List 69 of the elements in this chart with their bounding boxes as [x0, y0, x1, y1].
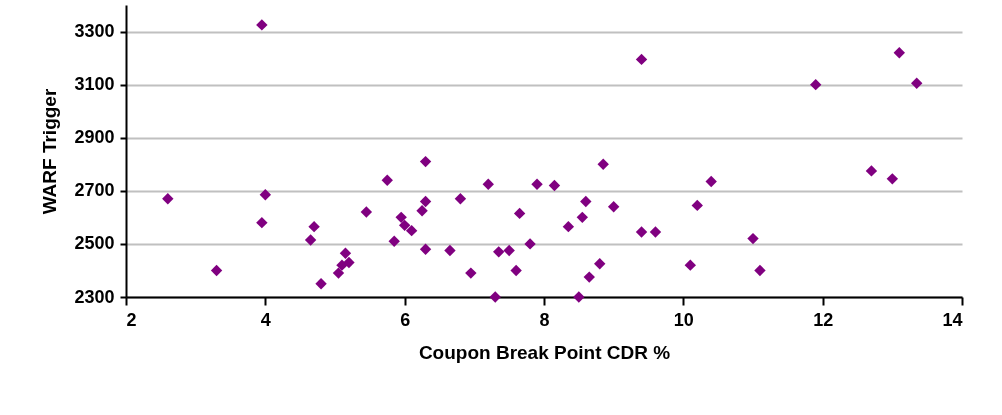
point [398, 219, 411, 232]
point [865, 165, 878, 177]
x-tick-label: 6 [400, 309, 411, 330]
point [524, 238, 536, 250]
point [419, 155, 432, 168]
point [510, 264, 522, 277]
point [482, 178, 494, 190]
y-tick-label: 3300 [74, 21, 115, 42]
point [259, 189, 272, 201]
point [405, 224, 418, 237]
y-tick-label: 2900 [74, 127, 115, 148]
point [444, 244, 456, 257]
point [308, 220, 320, 233]
x-tick-label: 8 [539, 309, 550, 330]
point [747, 232, 759, 245]
point [576, 211, 589, 224]
x-tick-label: 12 [813, 309, 834, 330]
point [503, 244, 515, 257]
point [419, 243, 432, 255]
point [304, 234, 317, 246]
point [649, 226, 662, 238]
point [754, 264, 766, 277]
point [162, 193, 174, 205]
point [315, 278, 327, 290]
point [684, 259, 696, 271]
point [597, 158, 609, 170]
y-tick-label: 2700 [74, 180, 115, 201]
point [635, 226, 648, 238]
x-tick-label: 14 [942, 309, 963, 330]
point [419, 195, 432, 208]
point [489, 291, 501, 303]
point [607, 201, 620, 213]
x-axis-title: Coupon Break Point CDR % [418, 341, 671, 363]
point [548, 179, 561, 192]
point [911, 77, 923, 90]
point [256, 19, 268, 31]
point [705, 175, 717, 188]
point [531, 178, 543, 190]
point [381, 174, 393, 186]
y-tick-label: 3100 [74, 74, 115, 95]
x-tick-label: 2 [126, 309, 137, 330]
x-tick-label: 4 [260, 309, 271, 330]
point [580, 195, 592, 208]
point [513, 207, 526, 220]
y-axis-title: WARF Trigger [39, 88, 61, 215]
point [465, 267, 477, 279]
point [594, 258, 606, 270]
point [454, 193, 467, 205]
point [388, 235, 400, 247]
x-tick-label: 10 [673, 309, 694, 330]
point [395, 211, 407, 224]
point [893, 47, 905, 59]
point [256, 216, 268, 229]
point [691, 199, 703, 212]
point [416, 205, 428, 217]
point [583, 271, 595, 283]
point [332, 267, 345, 279]
point [360, 206, 373, 218]
point [635, 53, 648, 66]
point [493, 246, 505, 258]
y-tick-label: 2500 [74, 233, 115, 254]
point [886, 173, 899, 185]
y-tick-label: 2300 [74, 286, 115, 307]
point [210, 264, 223, 277]
point [562, 220, 575, 233]
point [573, 291, 585, 303]
point [339, 247, 352, 259]
point [343, 256, 355, 269]
point [810, 78, 822, 91]
